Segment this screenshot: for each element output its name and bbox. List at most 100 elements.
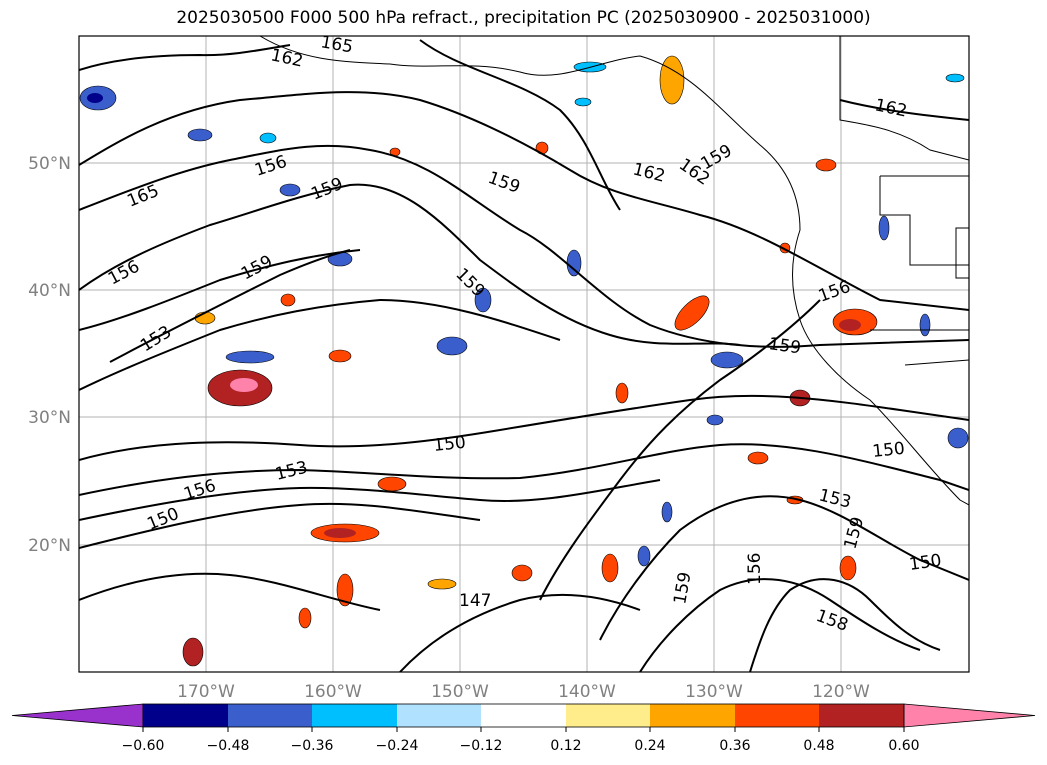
lon-label-160w: 160°W: [304, 682, 362, 702]
colorbar-segment: [650, 704, 735, 727]
contour-line: [749, 578, 941, 672]
contour-label-147: 147: [459, 591, 491, 611]
precip-blob: [280, 293, 296, 307]
contour-label-156-e: 156: [745, 553, 765, 585]
colorbar-tick-labels: −0.60 −0.48 −0.36 −0.24 −0.12 0.12 0.24 …: [122, 738, 920, 754]
colorbar-tick-label: 0.12: [550, 738, 581, 754]
precip-blob: [511, 564, 533, 582]
contour-line: [839, 99, 969, 121]
lat-label-50n: 50°N: [28, 154, 71, 174]
colorbar-segments: [11, 703, 1036, 728]
colorbar-segment: [735, 704, 819, 727]
contour-line: [109, 249, 351, 363]
longitude-labels: 170°W 160°W 150°W 140°W 130°W 120°W: [177, 682, 870, 702]
colorbar-segment: [397, 704, 481, 727]
precip-blob: [377, 476, 407, 492]
colorbar-tick-label: −0.60: [122, 738, 165, 754]
precip-blob: [328, 349, 352, 363]
contour-line: [79, 183, 741, 346]
precip-blob: [601, 553, 619, 583]
colorbar-tick-label: −0.12: [460, 738, 503, 754]
precip-blob: [427, 578, 457, 590]
contour-line: [419, 39, 621, 211]
border-canada: [839, 36, 969, 161]
colorbar-tick-label: 0.60: [888, 738, 919, 754]
precip-blob: [324, 528, 356, 538]
colorbar-tick-label: 0.24: [634, 738, 665, 754]
contour-line: [79, 443, 969, 496]
contour-label-150-a: 150: [432, 433, 466, 456]
precip-blob: [839, 319, 861, 331]
colorbar-segment: [312, 704, 397, 727]
precip-blob: [259, 132, 277, 144]
colorbar-segment: [819, 704, 904, 727]
contour-line: [539, 299, 821, 601]
precip-blob: [747, 451, 769, 465]
coastline-north-america: [259, 36, 969, 506]
contour-line: [79, 394, 969, 461]
precip-blob: [279, 183, 301, 197]
precip-blob: [710, 351, 744, 369]
colorbar: −0.60 −0.48 −0.36 −0.24 −0.12 0.12 0.24 …: [11, 703, 1036, 754]
contour-line: [79, 298, 561, 391]
colorbar-outline: [142, 703, 905, 728]
colorbar-tick-label: −0.24: [376, 738, 419, 754]
map-title: 2025030500 F000 500 hPa refract., precip…: [176, 8, 871, 28]
colorbar-tick-marks: [142, 727, 905, 732]
contour-line: [639, 578, 921, 672]
contour-line: [79, 249, 361, 331]
precip-blob: [474, 287, 492, 313]
lon-label-120w: 120°W: [812, 682, 870, 702]
lon-label-130w: 130°W: [685, 682, 743, 702]
precip-blob: [878, 215, 890, 241]
colorbar-segment: [228, 704, 312, 727]
contour-line: [79, 502, 481, 549]
border-states: [879, 176, 969, 266]
contour-label-165-top: 165: [319, 32, 354, 57]
lon-label-140w: 140°W: [558, 682, 616, 702]
precip-blob: [945, 73, 965, 83]
precip-blob: [637, 545, 651, 567]
precip-blob: [661, 501, 673, 523]
lat-label-20n: 20°N: [28, 536, 71, 556]
contour-line: [79, 91, 969, 311]
precip-blob: [815, 158, 837, 172]
border-states-south: [870, 329, 969, 366]
precip-blob: [659, 55, 685, 105]
colorbar-segment: [143, 704, 228, 727]
contour-label-150-d: 150: [908, 551, 943, 575]
precip-blob: [674, 295, 710, 331]
lat-label-40n: 40°N: [28, 281, 71, 301]
graticule: [79, 36, 969, 672]
map-panel: 162 165 156 159 165 159 162 162 159 162 …: [78, 32, 970, 673]
map-frame: [78, 35, 970, 673]
contour-line: [399, 593, 641, 672]
precip-blob: [574, 97, 592, 107]
precip-blob: [919, 313, 931, 337]
lon-label-150w: 150°W: [431, 682, 489, 702]
precip-blob: [839, 555, 857, 581]
contour-line: [79, 572, 381, 611]
contour-label-159-f: 159: [767, 334, 802, 358]
contour-label-150-b: 150: [871, 439, 905, 462]
precip-blob: [182, 637, 204, 667]
coastlines: [259, 36, 969, 506]
precip-blob: [615, 382, 629, 404]
precip-blob: [225, 350, 275, 364]
colorbar-segment: [566, 704, 650, 727]
contour-line: [599, 495, 969, 641]
border-state-box: [955, 227, 969, 279]
colorbar-tick-label: 0.48: [803, 738, 834, 754]
latitude-labels: 50°N 40°N 30°N 20°N: [28, 154, 71, 556]
precip-blob: [230, 378, 258, 392]
colorbar-tick-label: −0.48: [207, 738, 250, 754]
precip-blob: [566, 249, 582, 277]
precip-blob: [706, 414, 724, 426]
colorbar-segment: [481, 704, 566, 727]
precip-blob: [298, 607, 312, 629]
colorbar-extend-high: [903, 703, 1036, 728]
lat-label-30n: 30°N: [28, 408, 71, 428]
contour-line: [79, 44, 291, 71]
colorbar-tick-label: 0.36: [719, 738, 750, 754]
